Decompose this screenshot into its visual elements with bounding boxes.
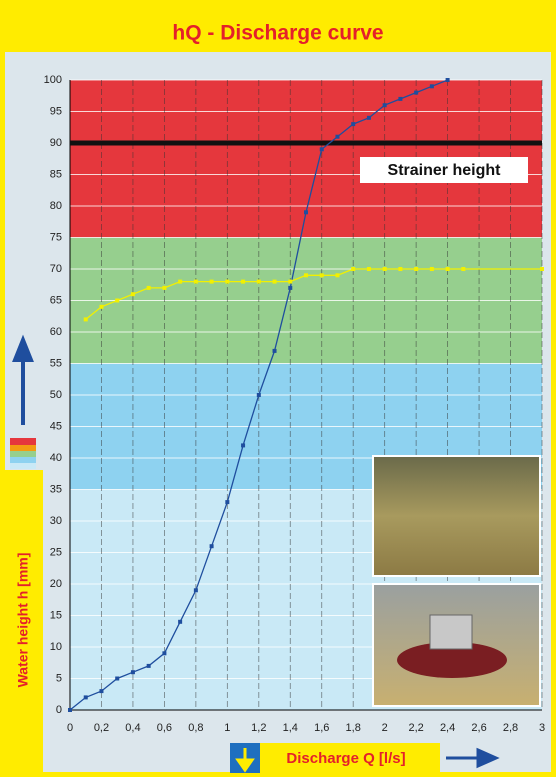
y-tick-label: 85 <box>50 168 62 180</box>
x-tick-label: 0,6 <box>157 722 172 734</box>
data-point <box>430 84 434 88</box>
data-point <box>335 273 339 277</box>
y-tick-label: 15 <box>50 609 62 621</box>
x-tick-label: 2 <box>382 722 388 734</box>
y-tick-label: 30 <box>50 515 62 527</box>
y-tick-label: 40 <box>50 452 62 464</box>
data-point <box>351 122 355 126</box>
x-tick-label: 0 <box>67 722 73 734</box>
chart-title: hQ - Discharge curve <box>172 22 383 45</box>
data-point <box>68 708 72 712</box>
data-point <box>147 286 151 290</box>
data-point <box>115 299 119 303</box>
data-point <box>257 280 261 284</box>
chart: hQ - Discharge curve 0510152025303540455… <box>0 0 556 777</box>
y-tick-label: 95 <box>50 105 62 117</box>
data-point <box>273 280 277 284</box>
data-point <box>304 273 308 277</box>
data-point <box>162 651 166 655</box>
y-tick-label: 45 <box>50 420 62 432</box>
data-point <box>131 292 135 296</box>
data-point <box>99 689 103 693</box>
data-point <box>84 317 88 321</box>
data-point <box>241 280 245 284</box>
x-tick-label: 1,8 <box>346 722 361 734</box>
x-tick-label: 1,4 <box>283 722 298 734</box>
y-tick-label: 75 <box>50 231 62 243</box>
x-tick-label: 0,8 <box>188 722 203 734</box>
data-point <box>273 349 277 353</box>
color-key <box>10 438 36 469</box>
data-point <box>210 544 214 548</box>
photo-water <box>373 456 540 576</box>
data-point <box>288 286 292 290</box>
data-point <box>84 695 88 699</box>
data-point <box>335 135 339 139</box>
data-point <box>241 443 245 447</box>
data-point <box>304 210 308 214</box>
data-point <box>398 267 402 271</box>
x-tick-label: 1 <box>224 722 230 734</box>
y-tick-label: 25 <box>50 546 62 558</box>
y-tick-label: 60 <box>50 326 62 338</box>
data-point <box>320 147 324 151</box>
y-tick-label: 90 <box>50 137 62 149</box>
data-point <box>383 103 387 107</box>
photo-drain-grate <box>430 615 472 649</box>
data-point <box>320 273 324 277</box>
data-point <box>178 280 182 284</box>
x-tick-label: 1,2 <box>251 722 266 734</box>
x-tick-label: 2,2 <box>408 722 423 734</box>
annotation: Strainer height <box>388 162 502 179</box>
data-point <box>367 267 371 271</box>
data-point <box>99 305 103 309</box>
y-tick-label: 80 <box>50 200 62 212</box>
x-tick-label: 2,6 <box>471 722 486 734</box>
data-point <box>131 670 135 674</box>
y-tick-label: 50 <box>50 389 62 401</box>
data-point <box>210 280 214 284</box>
y-tick-label: 55 <box>50 357 62 369</box>
data-point <box>446 78 450 82</box>
y-tick-label: 35 <box>50 483 62 495</box>
data-point <box>446 267 450 271</box>
x-tick-label: 2,8 <box>503 722 518 734</box>
data-point <box>414 267 418 271</box>
data-point <box>225 500 229 504</box>
data-point <box>115 677 119 681</box>
y-tick-label: 10 <box>50 641 62 653</box>
data-point <box>147 664 151 668</box>
data-point <box>398 97 402 101</box>
data-point <box>194 280 198 284</box>
data-point <box>383 267 387 271</box>
data-point <box>162 286 166 290</box>
x-axis-label: Discharge Q [l/s] <box>286 750 405 767</box>
x-tick-label: 0,2 <box>94 722 109 734</box>
data-point <box>367 116 371 120</box>
data-point <box>430 267 434 271</box>
data-point <box>288 280 292 284</box>
x-tick-label: 0,4 <box>125 722 140 734</box>
x-tick-label: 1,6 <box>314 722 329 734</box>
x-tick-label: 2,4 <box>440 722 455 734</box>
y-axis-label: Water height h [mm] <box>15 553 31 688</box>
y-tick-label: 5 <box>56 672 62 684</box>
data-point <box>461 267 465 271</box>
data-point <box>178 620 182 624</box>
data-point <box>540 267 544 271</box>
y-tick-label: 100 <box>44 74 62 86</box>
y-tick-label: 70 <box>50 263 62 275</box>
data-point <box>225 280 229 284</box>
data-point <box>257 393 261 397</box>
data-point <box>351 267 355 271</box>
y-tick-label: 20 <box>50 578 62 590</box>
data-point <box>194 588 198 592</box>
data-point <box>414 91 418 95</box>
y-tick-label: 65 <box>50 294 62 306</box>
x-tick-label: 3 <box>539 722 545 734</box>
y-tick-label: 0 <box>56 704 62 716</box>
